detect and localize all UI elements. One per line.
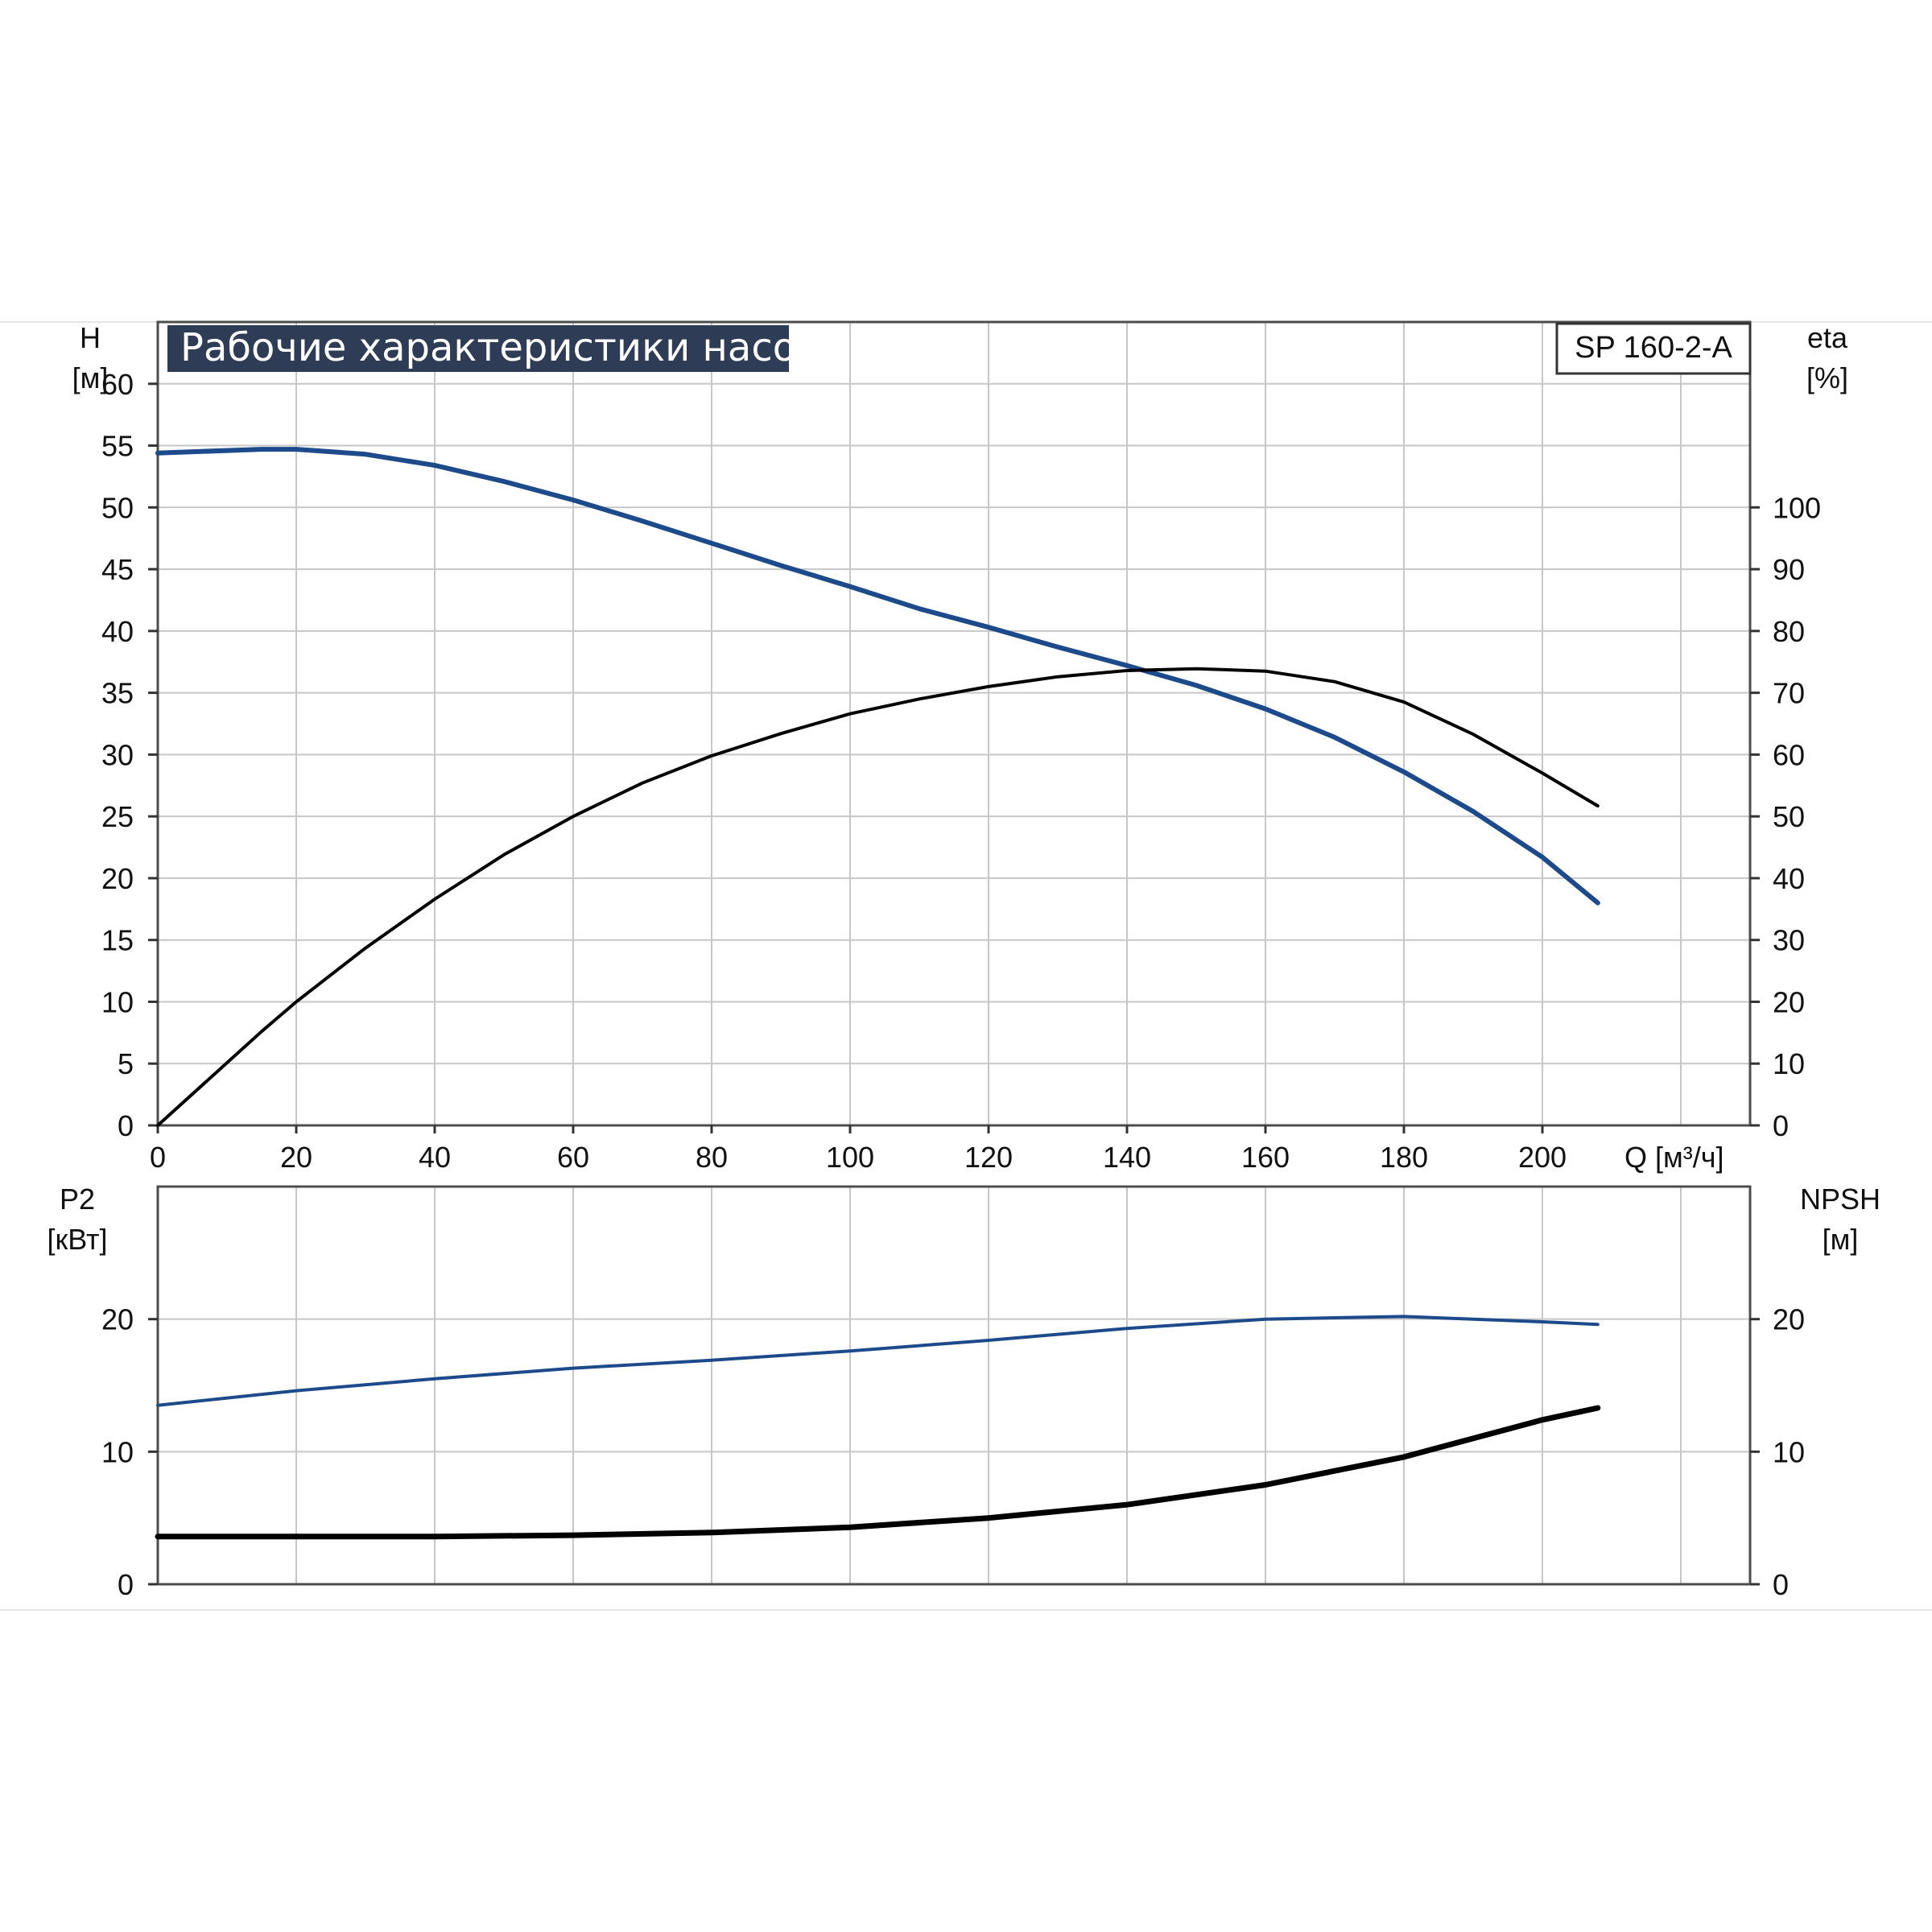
y2-tick-label: 40: [1773, 862, 1805, 895]
x-tick-label: 140: [1103, 1141, 1151, 1174]
y-tick-label: 0: [118, 1568, 134, 1601]
y2-tick-label: 80: [1773, 615, 1805, 648]
y-tick-label: 15: [101, 924, 134, 957]
y-tick-label: 60: [101, 368, 134, 401]
y-tick-label: 20: [101, 862, 134, 895]
x-tick-label: 120: [964, 1141, 1013, 1174]
lower-plot: 0 10 20 0 10 20 P2 [кВт] NPSH [м]: [47, 1183, 1880, 1601]
lower-ticks: 0 10 20 0 10 20: [101, 1303, 1805, 1601]
y-tick-label: 10: [101, 985, 134, 1018]
lower-series: [155, 1315, 1601, 1540]
y-tick-label: 50: [101, 491, 134, 524]
y-axis-label-line1: H: [80, 321, 101, 354]
y2-tick-label: 20: [1773, 1303, 1805, 1336]
y-axis-label-line2: [м]: [72, 361, 109, 394]
y2-tick-label: 90: [1773, 553, 1805, 586]
chart-title: Рабочие характеристики насоса: [180, 325, 841, 370]
x-tick-label: 40: [419, 1141, 451, 1174]
y-tick-label: 0: [118, 1109, 134, 1142]
y2-tick-label: 100: [1773, 491, 1821, 524]
y-tick-label: 10: [101, 1435, 134, 1468]
y2-tick-label: 10: [1773, 1435, 1805, 1468]
y2-tick-label: 60: [1773, 738, 1805, 771]
y-tick-label: 40: [101, 615, 134, 648]
power-curve: [156, 1315, 1600, 1407]
y2-tick-label: 0: [1773, 1109, 1789, 1142]
efficiency-curve: [156, 667, 1600, 1127]
x-tick-label: 20: [280, 1141, 312, 1174]
y-tick-label: 5: [118, 1047, 134, 1080]
x-tick-label: 200: [1518, 1141, 1567, 1174]
x-tick-label: 0: [150, 1141, 166, 1174]
head-curve: [155, 447, 1600, 906]
p2-axis-label-line1: P2: [60, 1183, 95, 1216]
x-tick-label: 100: [826, 1141, 874, 1174]
x-tick-label: 160: [1241, 1141, 1290, 1174]
y2-tick-label: 70: [1773, 677, 1805, 710]
lower-grid: [158, 1187, 1750, 1584]
lower-plot-frame: [156, 1185, 1752, 1586]
upper-ticks: 0 5 10 15 20 25 30 35 40 45 50 55 60 0 10 20 30 40 50 60 70 8…: [101, 368, 1821, 1174]
npsh-curve: [155, 1405, 1601, 1540]
y2-tick-label: 10: [1773, 1047, 1805, 1080]
x-tick-label: 80: [696, 1141, 728, 1174]
upper-plot-frame: [156, 320, 1752, 1127]
y-tick-label: 45: [101, 553, 134, 586]
y2-axis-label-line1: eta: [1807, 321, 1848, 354]
y2-tick-label: 30: [1773, 924, 1805, 957]
npsh-axis-label-line2: [м]: [1823, 1223, 1859, 1256]
y-tick-label: 35: [101, 677, 134, 710]
y-tick-label: 20: [101, 1303, 134, 1336]
x-axis-label: Q [м³/ч]: [1624, 1141, 1724, 1174]
upper-grid: [158, 321, 1750, 1125]
upper-series: [155, 447, 1600, 1127]
y2-axis-label-line2: [%]: [1806, 361, 1848, 394]
y2-tick-label: 20: [1773, 985, 1805, 1018]
y2-tick-label: 0: [1773, 1568, 1789, 1601]
model-label: SP 160-2-A: [1575, 331, 1732, 365]
x-tick-label: 180: [1380, 1141, 1428, 1174]
y2-tick-label: 50: [1773, 800, 1805, 833]
upper-plot: 0 5 10 15 20 25 30 35 40 45 50 55 60 0 10 20 30 40 50 60 70 8…: [72, 320, 1848, 1174]
y-tick-label: 30: [101, 738, 134, 771]
npsh-axis-label-line1: NPSH: [1800, 1183, 1880, 1216]
y-tick-label: 55: [101, 430, 134, 463]
model-label-box: [1555, 322, 1752, 375]
x-tick-label: 60: [557, 1141, 589, 1174]
p2-axis-label-line2: [кВт]: [47, 1223, 107, 1256]
chart-title-background: [167, 325, 789, 372]
y-tick-label: 25: [101, 800, 134, 833]
